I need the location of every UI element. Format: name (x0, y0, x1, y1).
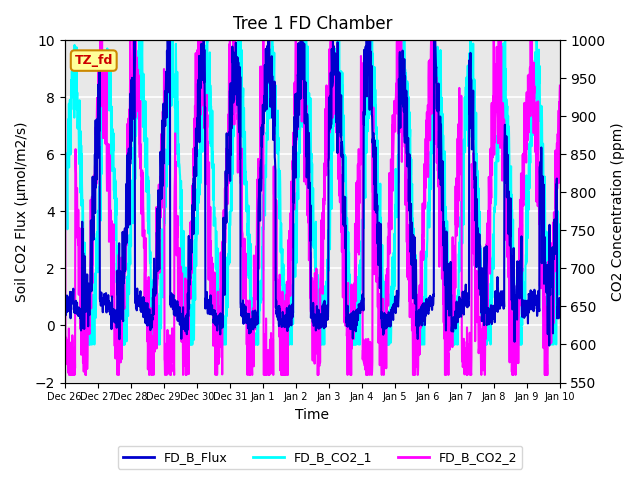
Y-axis label: Soil CO2 Flux (μmol/m2/s): Soil CO2 Flux (μmol/m2/s) (15, 121, 29, 301)
Y-axis label: CO2 Concentration (ppm): CO2 Concentration (ppm) (611, 122, 625, 300)
Legend: FD_B_Flux, FD_B_CO2_1, FD_B_CO2_2: FD_B_Flux, FD_B_CO2_1, FD_B_CO2_2 (118, 446, 522, 469)
Title: Tree 1 FD Chamber: Tree 1 FD Chamber (232, 15, 392, 33)
X-axis label: Time: Time (295, 408, 329, 422)
Text: TZ_fd: TZ_fd (74, 54, 113, 67)
